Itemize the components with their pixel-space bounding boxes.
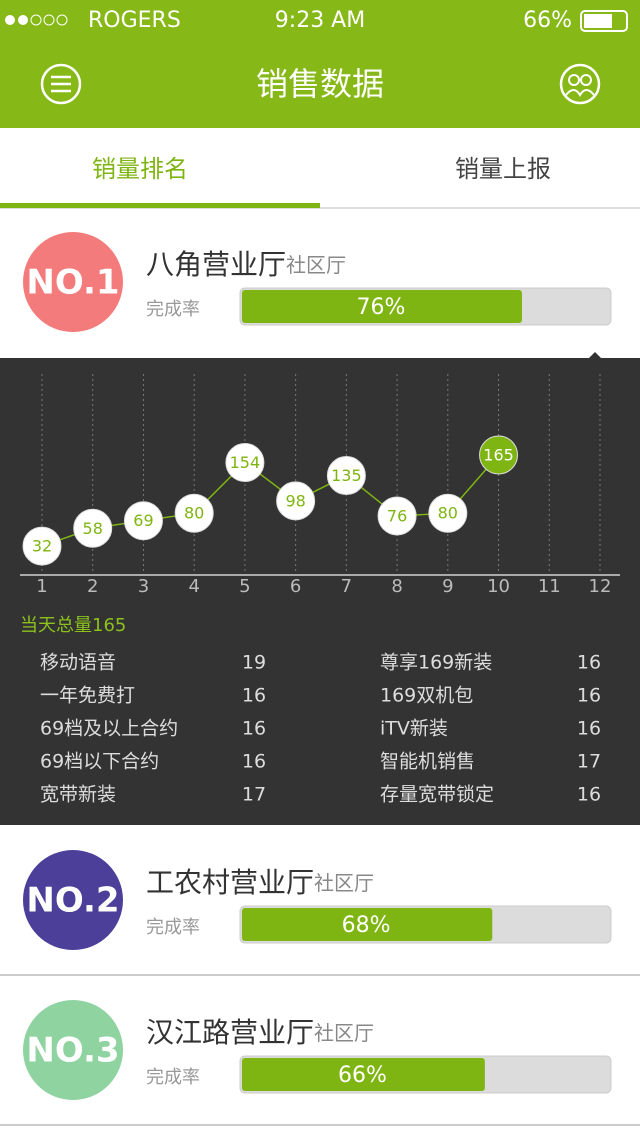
- total: 当天总量165: [20, 615, 126, 636]
- item-name: 69档及以上合约: [40, 718, 178, 740]
- item-name: 一年免费打: [40, 685, 135, 707]
- store-name: 汉江路营业厅社区厅: [146, 1016, 374, 1049]
- store-kind: 社区厅: [314, 871, 374, 895]
- rank: NO.2: [26, 881, 119, 921]
- item-value: 16: [577, 784, 601, 806]
- detail-panel: [0, 358, 640, 825]
- store-badge: [23, 850, 123, 950]
- tab[interactable]: 销量上报: [455, 155, 551, 183]
- item-name: 尊享169新装: [380, 652, 492, 674]
- user-button[interactable]: [559, 63, 601, 105]
- rank: NO.3: [26, 1031, 119, 1071]
- point: [326, 456, 366, 496]
- point-label: 165: [483, 445, 514, 464]
- rate-bar: [242, 908, 493, 941]
- menu-button[interactable]: [40, 63, 82, 105]
- item-value: 16: [577, 718, 601, 740]
- item-value: 17: [577, 751, 601, 773]
- point: [73, 508, 113, 548]
- point-label: 69: [133, 511, 153, 530]
- x-tick-label: 1: [36, 576, 47, 597]
- item-name: 智能机销售: [380, 751, 475, 773]
- item-name: 宽带新装: [40, 784, 116, 806]
- point: [174, 493, 214, 533]
- rate-label: 完成率: [146, 917, 200, 938]
- x-tick-label: 8: [391, 576, 402, 597]
- page-title: 销售数据: [256, 65, 384, 103]
- point-label: 154: [230, 453, 261, 472]
- item-value: 16: [242, 718, 266, 740]
- point: [428, 493, 468, 533]
- panel-pointer: [587, 352, 603, 360]
- rate-value: 68%: [342, 913, 391, 938]
- divider: [0, 1124, 640, 1126]
- point: [479, 435, 519, 475]
- divider: [0, 974, 640, 976]
- x-tick-label: 3: [138, 576, 149, 597]
- point: [276, 481, 316, 521]
- battery-text: 66%: [523, 8, 572, 33]
- point-label: 32: [32, 537, 52, 556]
- x-tick-label: 7: [341, 576, 352, 597]
- point: [123, 501, 163, 541]
- x-tick-label: 11: [538, 576, 561, 597]
- point-label: 98: [285, 491, 305, 510]
- signal: [5, 14, 68, 26]
- rate-value: 76%: [357, 295, 406, 320]
- battery-level: [584, 14, 612, 28]
- rate-bar: [242, 1058, 485, 1091]
- item-name: 169双机包: [380, 685, 473, 707]
- item-value: 16: [577, 652, 601, 674]
- store-name-text: 汉江路营业厅: [146, 1016, 314, 1049]
- x-tick-label: 12: [589, 576, 612, 597]
- item-name: 存量宽带锁定: [380, 784, 494, 806]
- rate-value: 66%: [338, 1063, 387, 1088]
- item-name: 69档以下合约: [40, 751, 159, 773]
- item-value: 16: [242, 751, 266, 773]
- store-badge: [23, 1000, 123, 1100]
- header-bar: [0, 0, 640, 128]
- point-label: 58: [83, 519, 103, 538]
- point: [377, 496, 417, 536]
- store-name: 八角营业厅社区厅: [146, 248, 346, 281]
- store-name-text: 八角营业厅: [146, 248, 286, 281]
- store-name-text: 工农村营业厅: [146, 866, 314, 899]
- x-tick-label: 5: [239, 576, 250, 597]
- point-label: 76: [387, 506, 407, 525]
- point: [22, 526, 62, 566]
- x-tick-label: 6: [290, 576, 301, 597]
- x-tick-label: 4: [188, 576, 199, 597]
- x-tick-label: 9: [442, 576, 453, 597]
- store-badge: [23, 232, 123, 332]
- store-kind: 社区厅: [314, 1021, 374, 1045]
- store-name: 工农村营业厅社区厅: [146, 866, 374, 899]
- battery: [580, 10, 628, 32]
- rank: NO.1: [26, 263, 119, 303]
- item-value: 17: [242, 784, 266, 806]
- tab-indicator: [0, 203, 320, 208]
- item-name: 移动语音: [40, 652, 116, 674]
- point-label: 135: [331, 466, 362, 485]
- item-value: 19: [242, 652, 266, 674]
- point-label: 80: [184, 504, 204, 523]
- item-name: iTV新装: [380, 718, 448, 740]
- tab[interactable]: 销量排名: [92, 155, 188, 183]
- rate-bar: [242, 290, 522, 323]
- x-tick-label: 2: [87, 576, 98, 597]
- point: [225, 443, 265, 483]
- rate-label: 完成率: [146, 299, 200, 320]
- point-label: 80: [438, 504, 458, 523]
- item-value: 16: [577, 685, 601, 707]
- item-value: 16: [242, 685, 266, 707]
- x-tick-label: 10: [487, 576, 510, 597]
- store-kind: 社区厅: [286, 253, 346, 277]
- carrier: ROGERS: [88, 8, 181, 33]
- time: 9:23 AM: [275, 8, 365, 33]
- line: [41, 454, 500, 547]
- rate-label: 完成率: [146, 1067, 200, 1088]
